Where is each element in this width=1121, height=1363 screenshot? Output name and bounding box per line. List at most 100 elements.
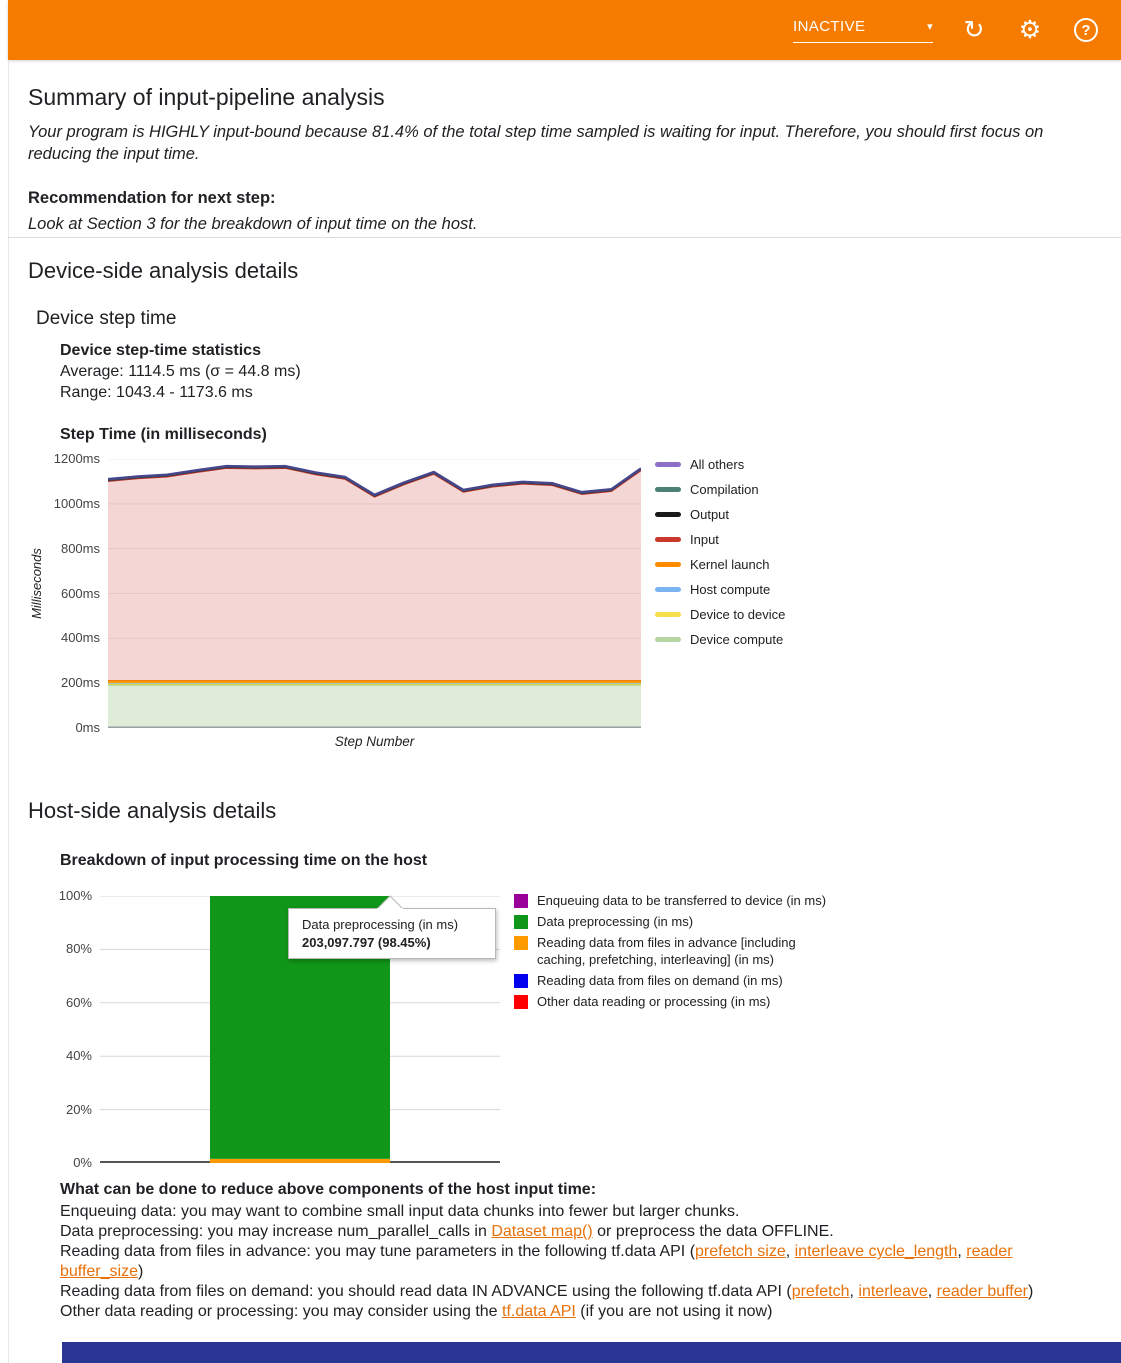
help-button[interactable]: ? <box>1071 15 1101 45</box>
doc-link[interactable]: prefetch <box>791 1283 850 1300</box>
y-tick-label: 100% <box>58 888 92 903</box>
legend-item: Reading data from files on demand (in ms… <box>514 972 833 989</box>
content-left-border <box>8 60 9 1363</box>
advice-text: Reading data from files on demand: you s… <box>60 1283 792 1300</box>
advice-text: , <box>927 1283 937 1300</box>
legend-swatch <box>655 512 681 517</box>
advice-section: What can be done to reduce above compone… <box>60 1180 1072 1322</box>
advice-text: , <box>849 1283 859 1300</box>
refresh-button[interactable]: ↻ <box>959 15 989 45</box>
help-icon: ? <box>1074 18 1098 42</box>
app-toolbar: INACTIVE ▾ ↻ ⚙ ? <box>8 0 1121 60</box>
legend-label: Enqueuing data to be transferred to devi… <box>537 893 827 908</box>
legend-label: Other data reading or processing (in ms) <box>537 994 771 1009</box>
advice-line: Reading data from files in advance: you … <box>60 1242 1072 1282</box>
step-chart-plot[interactable] <box>108 459 641 728</box>
device-section-title: Device-side analysis details <box>28 258 299 283</box>
legend-swatch <box>514 894 528 908</box>
legend-label: Device compute <box>690 632 784 647</box>
refresh-icon: ↻ <box>963 15 985 44</box>
step-chart-legend: All others Compilation Output Input Kernel l… <box>655 456 785 656</box>
advice-text: , <box>785 1243 795 1260</box>
legend-label: Kernel launch <box>690 557 770 572</box>
legend-item: Host compute <box>655 581 785 598</box>
advice-text: Reading data from files in advance: you … <box>60 1243 696 1260</box>
legend-item: Enqueuing data to be transferred to devi… <box>514 892 833 909</box>
y-tick-label: 80% <box>65 941 92 957</box>
legend-item: Data preprocessing (in ms) <box>514 913 833 930</box>
legend-item: Reading data from files in advance [incl… <box>514 934 833 968</box>
advice-line: Enqueuing data: you may want to combine … <box>60 1202 1072 1222</box>
y-tick-label: 20% <box>65 1101 92 1117</box>
y-tick-label: 60% <box>65 994 92 1010</box>
advice-text: ) <box>1027 1283 1034 1300</box>
y-tick-label: 1200ms <box>53 451 100 466</box>
legend-swatch <box>514 974 528 988</box>
y-tick-label: 0% <box>73 1155 92 1170</box>
doc-link[interactable]: reader buffer <box>936 1283 1028 1300</box>
y-tick-label: 1000ms <box>53 495 100 511</box>
next-section-header-bar <box>62 1342 1121 1363</box>
advice-text: or preprocess the data OFFLINE. <box>592 1223 834 1240</box>
run-selector-value: INACTIVE <box>793 17 866 35</box>
y-tick-label: 200ms <box>60 675 100 691</box>
advice-text: Other data reading or processing: you ma… <box>60 1303 503 1320</box>
chart-tooltip: Data preprocessing (in ms) 203,097.797 (… <box>288 908 496 959</box>
doc-link[interactable]: tf.data API <box>502 1303 576 1320</box>
host-chart-legend: Enqueuing data to be transferred to devi… <box>514 892 833 1014</box>
advice-text: ) <box>137 1263 144 1280</box>
y-tick-label: 400ms <box>60 630 100 646</box>
step-chart-x-axis-label: Step Number <box>334 734 415 749</box>
tooltip-pointer <box>376 895 404 909</box>
section-divider <box>8 237 1121 238</box>
run-selector[interactable]: INACTIVE ▾ <box>793 18 933 43</box>
page-title: Summary of input-pipeline analysis <box>28 84 385 110</box>
host-chart-heading: Breakdown of input processing time on th… <box>60 852 428 869</box>
tooltip-title: Data preprocessing (in ms) <box>302 917 459 932</box>
legend-swatch <box>655 612 681 617</box>
advice-text: (if you are not using it now) <box>575 1303 773 1320</box>
legend-label: Reading data from files in advance [incl… <box>537 935 796 967</box>
legend-swatch <box>655 587 681 592</box>
stats-heading: Device step-time statistics <box>60 342 261 359</box>
legend-swatch <box>655 537 681 542</box>
legend-item: All others <box>655 456 785 473</box>
legend-label: Device to device <box>690 607 786 622</box>
legend-item: Output <box>655 506 785 523</box>
y-tick-label: 800ms <box>60 540 100 556</box>
advice-line: Data preprocessing: you may increase num… <box>60 1222 1072 1242</box>
doc-link[interactable]: interleave <box>858 1283 928 1300</box>
doc-link[interactable]: prefetch size <box>695 1243 786 1260</box>
chevron-down-icon: ▾ <box>927 20 933 33</box>
legend-item: Kernel launch <box>655 556 785 573</box>
doc-link[interactable]: Dataset map() <box>491 1223 593 1240</box>
advice-lines: Enqueuing data: you may want to combine … <box>60 1202 1072 1322</box>
advice-text: , <box>957 1243 967 1260</box>
advice-heading: What can be done to reduce above compone… <box>60 1181 597 1198</box>
tooltip-value: 203,097.797 (98.45%) <box>302 935 431 950</box>
legend-item: Compilation <box>655 481 785 498</box>
legend-label: Input <box>690 532 719 547</box>
legend-item: Input <box>655 531 785 548</box>
device-step-time-subtitle: Device step time <box>36 308 177 329</box>
doc-link[interactable]: interleave cycle_length <box>794 1243 958 1260</box>
legend-swatch <box>655 637 681 642</box>
settings-button[interactable]: ⚙ <box>1015 15 1045 45</box>
legend-swatch <box>655 487 681 492</box>
device-step-stats: Device step-time statistics Average: 111… <box>60 340 301 403</box>
advice-text: Enqueuing data: you may want to combine … <box>60 1203 740 1220</box>
legend-label: Output <box>690 507 730 522</box>
host-section-title: Host-side analysis details <box>28 798 277 823</box>
legend-label: Reading data from files on demand (in ms… <box>537 973 783 988</box>
gear-icon: ⚙ <box>1018 15 1042 44</box>
legend-label: Compilation <box>690 482 759 497</box>
legend-swatch <box>514 915 528 929</box>
legend-swatch <box>655 562 681 567</box>
summary-section: Summary of input-pipeline analysis Your … <box>28 84 1094 235</box>
legend-label: Data preprocessing (in ms) <box>537 914 694 929</box>
doc-link[interactable]: reader buffer_size <box>60 1243 1013 1280</box>
y-tick-label: 0ms <box>75 720 100 735</box>
legend-item: Device compute <box>655 631 785 648</box>
y-tick-label: 40% <box>65 1048 92 1064</box>
